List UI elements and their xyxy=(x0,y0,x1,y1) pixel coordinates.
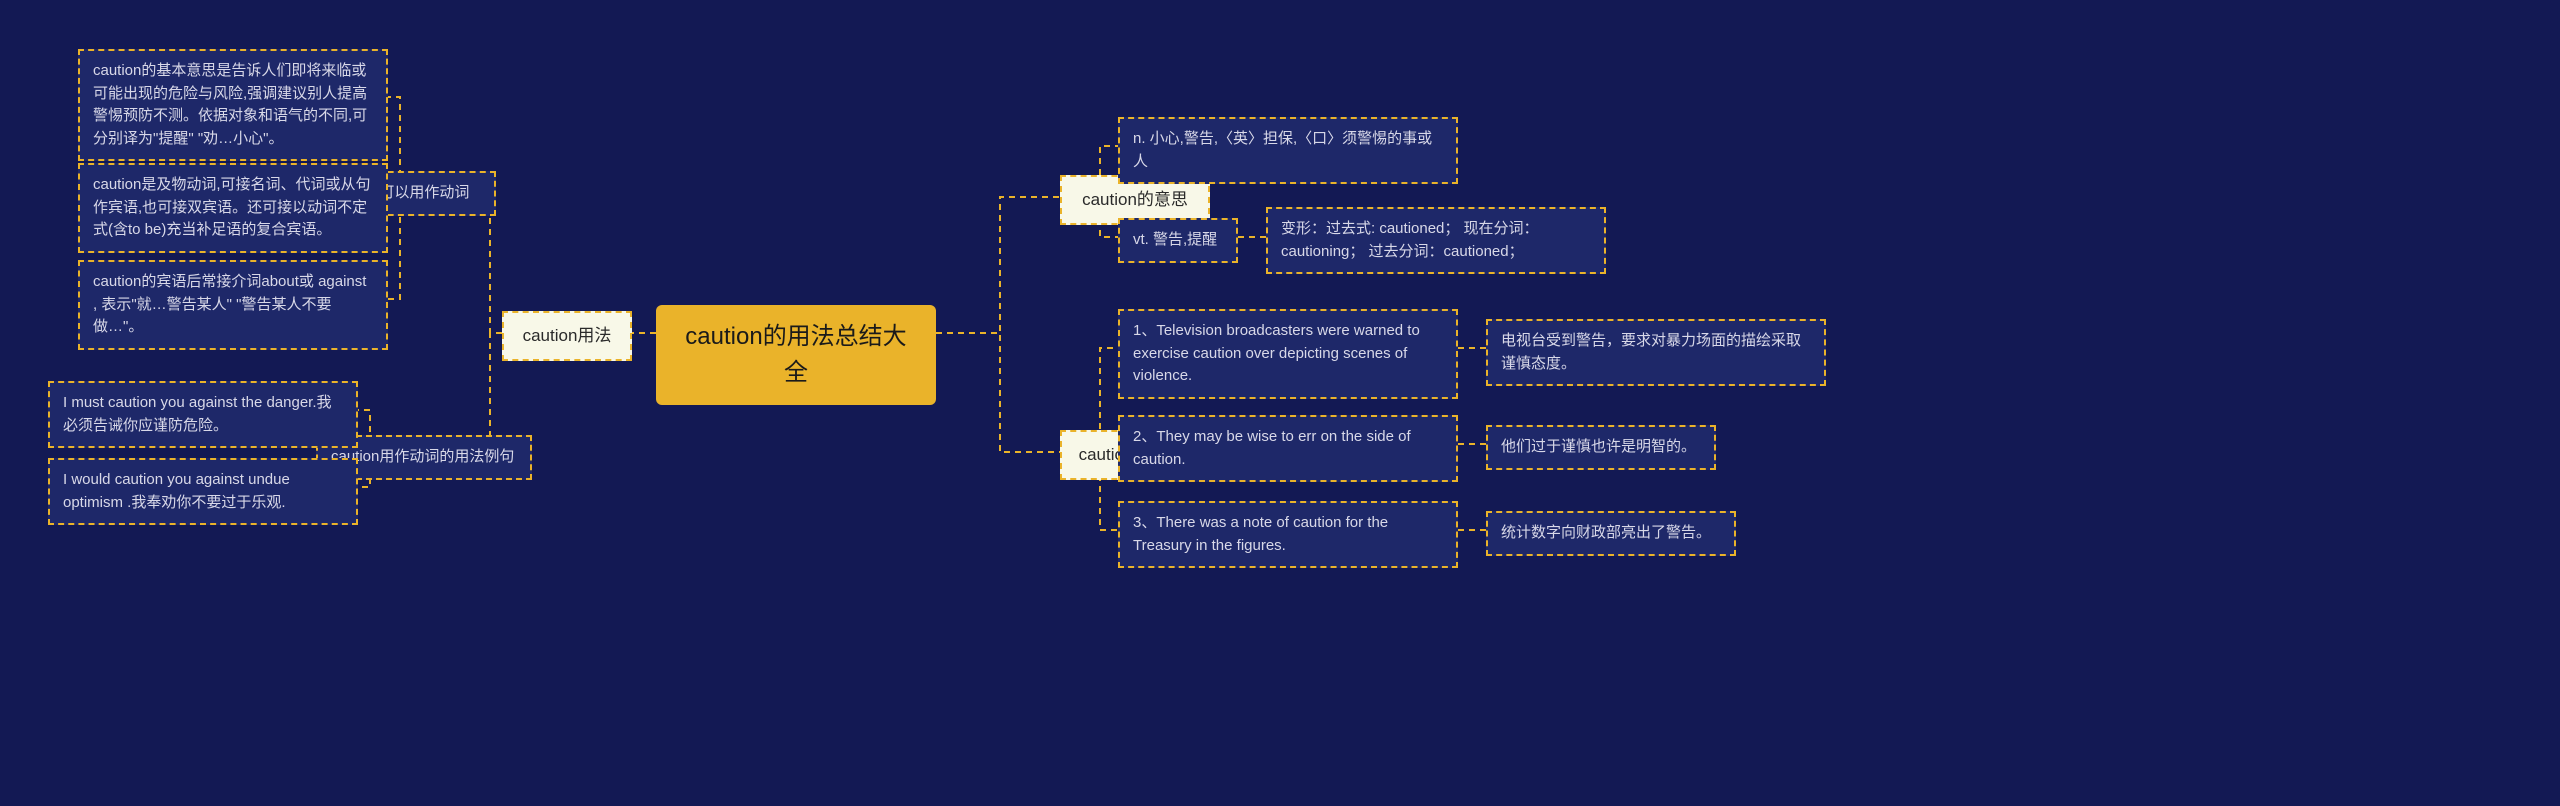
node-verb-desc-2: caution是及物动词,可接名词、代词或从句作宾语,也可接双宾语。还可接以动词… xyxy=(78,163,388,253)
node-verb-desc-1: caution的基本意思是告诉人们即将来临或可能出现的危险与风险,强调建议别人提… xyxy=(78,49,388,161)
node-meaning-verb: vt. 警告,提醒 xyxy=(1118,218,1238,263)
node-ex-1-cn: 电视台受到警告，要求对暴力场面的描绘采取谨慎态度。 xyxy=(1486,319,1826,386)
node-verb-ex-2: I would caution you against undue optimi… xyxy=(48,458,358,525)
node-verb-desc-3: caution的宾语后常接介词about或 against , 表示"就…警告某… xyxy=(78,260,388,350)
node-ex-3-en: 3、There was a note of caution for the Tr… xyxy=(1118,501,1458,568)
node-ex-2-cn: 他们过于谨慎也许是明智的。 xyxy=(1486,425,1716,470)
node-meaning-verb-forms: 变形：过去式: cautioned； 现在分词：cautioning； 过去分词… xyxy=(1266,207,1606,274)
node-ex-2-en: 2、They may be wise to err on the side of… xyxy=(1118,415,1458,482)
branch-usage: caution用法 xyxy=(502,311,632,361)
node-meaning-noun: n. 小心,警告,〈英〉担保,〈口〉须警惕的事或人 xyxy=(1118,117,1458,184)
node-verb-ex-1: I must caution you against the danger.我必… xyxy=(48,381,358,448)
node-ex-1-en: 1、Television broadcasters were warned to… xyxy=(1118,309,1458,399)
node-ex-3-cn: 统计数字向财政部亮出了警告。 xyxy=(1486,511,1736,556)
root-node: caution的用法总结大全 xyxy=(656,305,936,405)
